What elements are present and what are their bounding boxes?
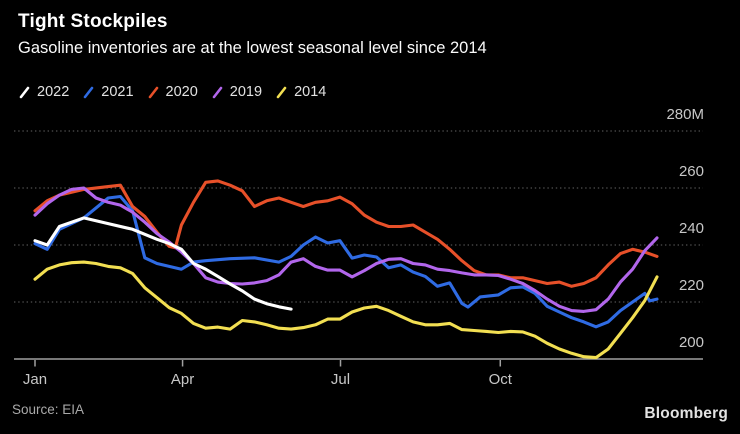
legend-item-2014: 2014 xyxy=(275,84,326,100)
y-tick-label-280M: 280M xyxy=(666,106,704,123)
legend-item-2021: 2021 xyxy=(82,84,134,100)
x-tick-label-Jul: Jul xyxy=(331,371,350,388)
legend-swatch-2022-icon xyxy=(19,86,30,98)
legend-swatch-2020-icon xyxy=(148,86,158,98)
legend-item-2020: 2020 xyxy=(147,84,198,100)
y-tick-label-260: 260 xyxy=(679,163,704,180)
source-note: Source: EIA xyxy=(12,402,85,417)
series-line-2019 xyxy=(33,186,659,313)
series-line-2014 xyxy=(33,260,659,360)
x-tick-label-Oct: Oct xyxy=(489,371,513,388)
legend-swatch-2014-icon xyxy=(276,86,287,98)
series-line-2022 xyxy=(33,216,293,311)
legend-label: 2019 xyxy=(229,84,263,100)
legend-swatch-2019-icon xyxy=(212,86,223,98)
legend: 2022 2021 2020 2019 2014 xyxy=(18,84,326,100)
y-tick-label-200: 200 xyxy=(679,334,704,351)
bloomberg-logo: Bloomberg xyxy=(644,405,728,422)
legend-label: 2021 xyxy=(101,84,134,100)
legend-label: 2022 xyxy=(37,84,70,100)
x-tick-label-Jan: Jan xyxy=(23,371,47,388)
legend-label: 2014 xyxy=(294,84,327,100)
legend-item-2022: 2022 xyxy=(18,84,69,100)
legend-label: 2020 xyxy=(165,84,198,100)
y-tick-label-240: 240 xyxy=(679,220,704,237)
series-line-2021 xyxy=(33,194,659,329)
x-tick-label-Apr: Apr xyxy=(171,371,194,388)
legend-item-2019: 2019 xyxy=(211,84,262,100)
chart-title: Tight Stockpiles xyxy=(18,11,168,32)
y-tick-label-220: 220 xyxy=(679,277,704,294)
legend-swatch-2021-icon xyxy=(83,86,94,98)
chart-subtitle: Gasoline inventories are at the lowest s… xyxy=(18,39,487,57)
